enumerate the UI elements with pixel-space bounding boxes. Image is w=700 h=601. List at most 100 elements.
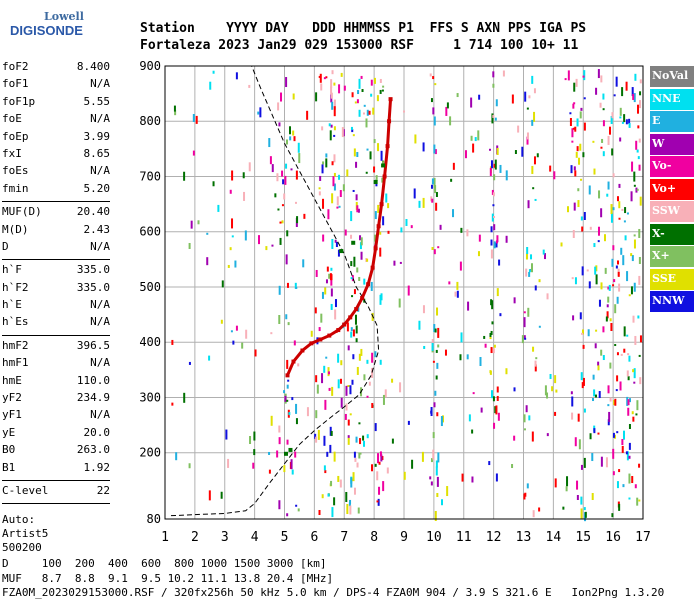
- noise-echo: [491, 321, 494, 325]
- param-row-foep: foEp 3.99: [2, 130, 110, 147]
- param-row-clevel: C-level 22: [2, 484, 110, 501]
- noise-echo: [623, 220, 626, 223]
- legend-item-voplus: Vo+: [650, 178, 694, 200]
- noise-echo: [393, 260, 396, 266]
- noise-echo: [190, 220, 193, 229]
- noise-echo: [489, 148, 492, 151]
- noise-echo: [638, 275, 641, 285]
- noise-echo: [333, 106, 336, 117]
- noise-echo: [627, 376, 630, 381]
- noise-echo: [526, 136, 529, 145]
- noise-echo: [638, 256, 641, 264]
- param-value: 20.40: [76, 205, 110, 219]
- noise-echo: [583, 97, 586, 100]
- noise-echo: [613, 434, 616, 439]
- noise-echo: [376, 500, 379, 503]
- param-value: 335.0: [76, 280, 110, 294]
- noise-echo: [619, 381, 622, 391]
- noise-echo: [592, 398, 595, 402]
- noise-echo: [331, 101, 334, 110]
- noise-echo: [493, 216, 496, 219]
- noise-echo: [330, 288, 333, 297]
- noise-echo: [531, 165, 534, 174]
- noise-echo: [472, 143, 475, 153]
- legend-item-ssw: SSW: [650, 201, 694, 222]
- noise-echo: [253, 449, 256, 456]
- param-row-b0: B0 263.0: [2, 443, 110, 460]
- noise-echo: [436, 476, 439, 487]
- noise-echo: [619, 137, 622, 142]
- noise-echo: [371, 352, 374, 363]
- noise-echo: [292, 93, 295, 100]
- noise-echo: [560, 242, 563, 247]
- noise-echo: [566, 476, 569, 487]
- noise-echo: [634, 484, 637, 489]
- noise-echo: [319, 73, 322, 83]
- noise-echo: [298, 153, 301, 164]
- noise-echo: [493, 422, 496, 429]
- noise-echo: [324, 287, 327, 295]
- noise-echo: [433, 144, 436, 154]
- noise-echo: [353, 256, 356, 267]
- noise-echo: [489, 370, 492, 375]
- noise-echo: [632, 416, 635, 422]
- noise-echo: [434, 149, 437, 155]
- param-row-ye: yE 20.0: [2, 426, 110, 443]
- noise-echo: [632, 93, 635, 100]
- noise-echo: [610, 116, 613, 125]
- noise-echo: [534, 198, 537, 201]
- noise-echo: [633, 368, 636, 379]
- noise-echo: [446, 486, 449, 497]
- noise-echo: [514, 150, 517, 155]
- noise-echo: [496, 288, 499, 297]
- x-tick-label: 1: [161, 530, 169, 545]
- noise-echo: [492, 83, 495, 88]
- noise-echo: [373, 139, 376, 144]
- noise-echo: [452, 209, 455, 218]
- noise-echo: [437, 246, 440, 249]
- noise-echo: [321, 494, 324, 499]
- noise-echo: [342, 129, 345, 137]
- noise-echo: [360, 251, 363, 260]
- noise-echo: [289, 136, 292, 141]
- noise-echo: [631, 411, 634, 415]
- legend-item-noval: NoVal: [650, 66, 694, 87]
- noise-echo: [577, 200, 580, 208]
- noise-echo: [271, 164, 274, 173]
- noise-echo: [492, 348, 495, 354]
- noise-echo: [281, 220, 284, 224]
- noise-echo: [346, 169, 349, 177]
- noise-echo: [616, 196, 619, 202]
- noise-echo: [285, 314, 288, 320]
- noise-echo: [434, 185, 437, 194]
- x-tick-label: 6: [310, 530, 318, 545]
- noise-echo: [344, 413, 347, 420]
- noise-echo: [331, 193, 334, 204]
- noise-echo: [493, 163, 496, 168]
- param-value: N/A: [90, 408, 110, 422]
- noise-echo: [403, 471, 406, 480]
- param-name: yF2: [2, 391, 22, 405]
- noise-echo: [612, 207, 615, 211]
- noise-echo: [374, 211, 377, 220]
- noise-echo: [493, 174, 496, 181]
- noise-echo: [632, 315, 635, 323]
- noise-echo: [634, 335, 637, 345]
- separator: [2, 334, 110, 336]
- noise-echo: [334, 309, 337, 320]
- noise-echo: [573, 166, 576, 171]
- noise-echo: [639, 377, 642, 385]
- param-value: N/A: [90, 112, 110, 126]
- noise-echo: [344, 229, 347, 236]
- noise-echo: [220, 491, 223, 499]
- noise-echo: [351, 275, 354, 282]
- noise-echo: [578, 157, 581, 165]
- noise-echo: [589, 433, 592, 440]
- noise-echo: [495, 242, 498, 248]
- noise-echo: [562, 506, 565, 510]
- noise-echo: [384, 389, 387, 398]
- noise-echo: [297, 508, 300, 512]
- noise-echo: [284, 175, 287, 185]
- param-value: 234.9: [76, 391, 110, 405]
- noise-echo: [483, 335, 486, 339]
